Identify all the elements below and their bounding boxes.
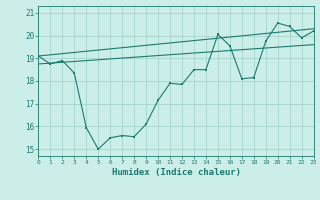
X-axis label: Humidex (Indice chaleur): Humidex (Indice chaleur) xyxy=(111,168,241,177)
